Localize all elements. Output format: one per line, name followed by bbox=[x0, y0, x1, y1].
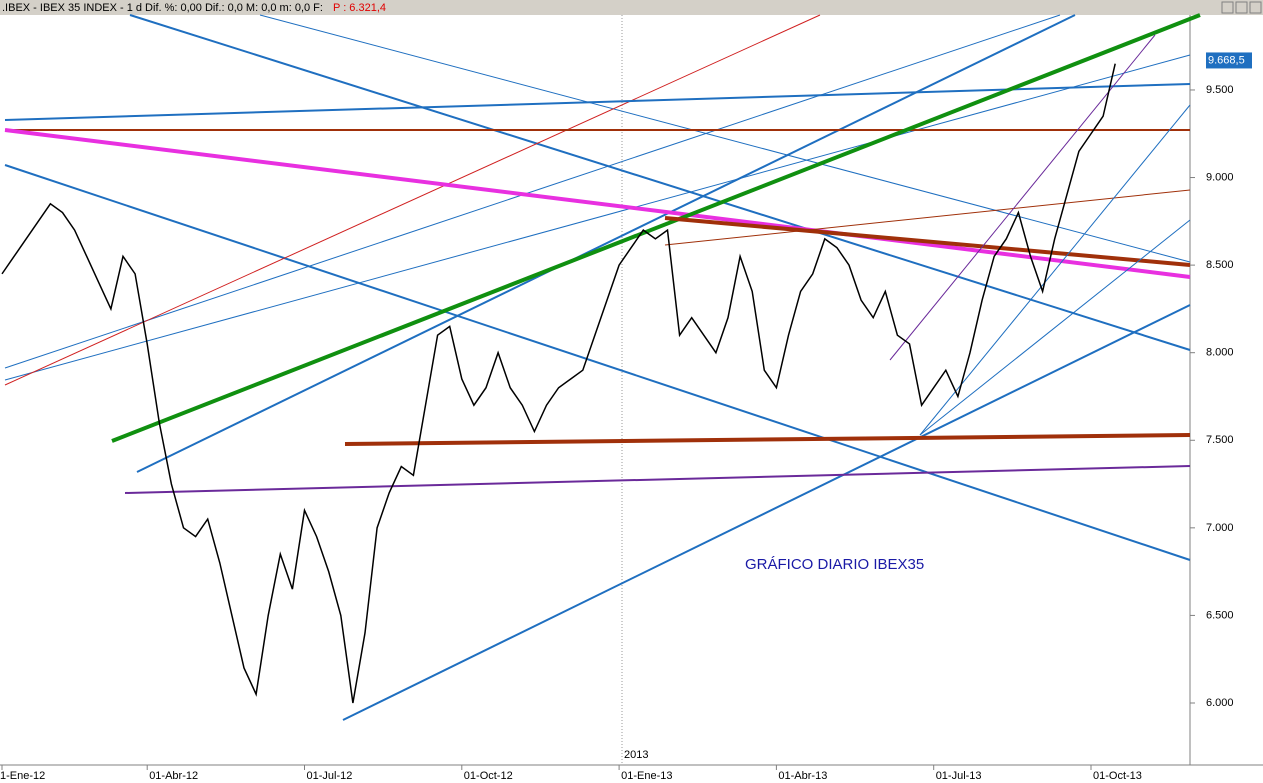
trend-line bbox=[919, 104, 1191, 436]
trend-line bbox=[4, 164, 1191, 561]
trend-line bbox=[919, 219, 1191, 436]
trend-line bbox=[259, 14, 1191, 263]
x-tick-label: 01-Abr-12 bbox=[149, 770, 198, 782]
trend-line bbox=[4, 83, 1191, 121]
trend-line bbox=[4, 14, 1061, 369]
trend-line bbox=[129, 14, 1191, 351]
y-tick-label: 9.000 bbox=[1206, 171, 1234, 183]
maximize-button[interactable] bbox=[1235, 1, 1248, 14]
trend-line bbox=[344, 433, 1191, 446]
minimize-button[interactable] bbox=[1221, 1, 1234, 14]
trend-lines bbox=[4, 13, 1201, 721]
y-tick-label: 6.500 bbox=[1206, 609, 1234, 621]
y-tick-label: 7.500 bbox=[1206, 434, 1234, 446]
trend-line bbox=[136, 14, 1076, 473]
x-tick-label: 01-Oct-12 bbox=[464, 770, 513, 782]
close-button[interactable] bbox=[1249, 1, 1262, 14]
y-tick-label: 9.500 bbox=[1206, 84, 1234, 96]
title-bar bbox=[0, 0, 1263, 15]
x-tick-label: 01-Jul-13 bbox=[936, 770, 982, 782]
x-tick-label: 01-Oct-13 bbox=[1093, 770, 1142, 782]
last-value-box bbox=[1206, 52, 1252, 69]
trend-line bbox=[124, 465, 1191, 494]
trend-line bbox=[342, 304, 1191, 721]
trend-line bbox=[4, 54, 1191, 381]
trend-line bbox=[889, 34, 1156, 361]
y-tick-label: 7.000 bbox=[1206, 522, 1234, 534]
trend-line bbox=[4, 128, 1191, 279]
y-tick-label: 8.500 bbox=[1206, 259, 1234, 271]
trend-line bbox=[111, 13, 1201, 443]
header-price: P : 6.321,4 bbox=[333, 2, 386, 14]
x-tick-label: 01-Jul-12 bbox=[307, 770, 353, 782]
year-label: 2013 bbox=[624, 749, 648, 761]
y-tick-label: 6.000 bbox=[1206, 697, 1234, 709]
header-text: .IBEX - IBEX 35 INDEX - 1 d Dif. %: 0,00… bbox=[2, 2, 323, 14]
x-tick-label: 01-Ene-13 bbox=[621, 770, 672, 782]
y-tick-label: 8.000 bbox=[1206, 347, 1234, 359]
x-tick-label: 1-Ene-12 bbox=[0, 770, 45, 782]
last-value-label: 9.668,5 bbox=[1208, 54, 1245, 66]
price-line bbox=[1, 63, 1116, 704]
trend-line bbox=[664, 216, 1191, 267]
trend-line bbox=[4, 14, 821, 386]
trend-line bbox=[664, 189, 1191, 246]
x-tick-label: 01-Abr-13 bbox=[778, 770, 827, 782]
annotation: GRÁFICO DIARIO IBEX35 bbox=[745, 556, 924, 573]
